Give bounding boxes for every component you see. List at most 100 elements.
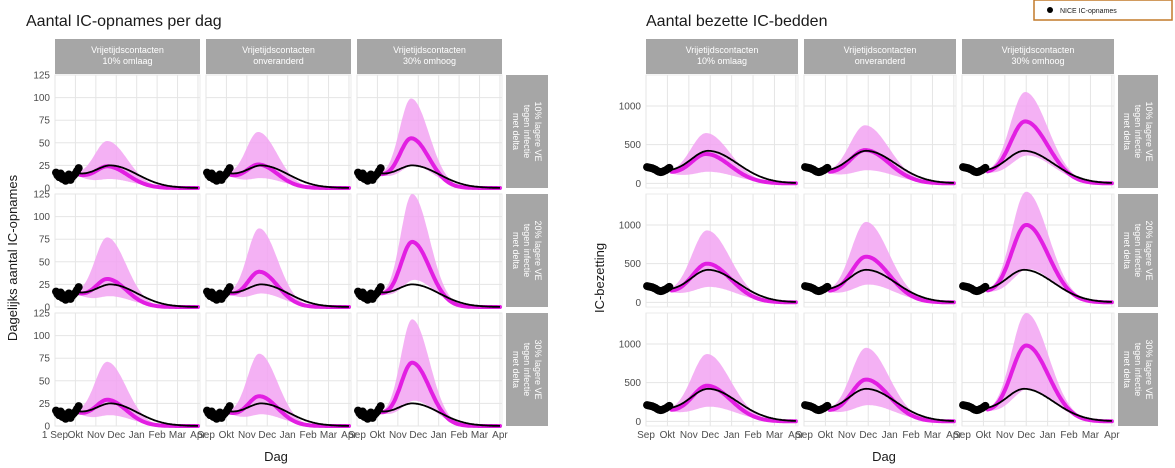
- column-strip-label: 10% omlaag: [697, 56, 747, 66]
- row-strip: [1118, 75, 1158, 188]
- reference-line: [671, 268, 796, 303]
- column-strip-label: Vrijetijdscontacten: [242, 45, 315, 55]
- reference-line: [829, 387, 954, 422]
- panel: Sep Okt Nov Dec Jan Feb Mar Apr: [637, 312, 804, 441]
- y-tick-label: 100: [33, 331, 50, 342]
- y-tick-label: 50: [39, 376, 51, 387]
- panel: Sep Okt Nov Dec Jan Feb Mar Apr: [197, 312, 357, 441]
- y-tick-label: 100: [33, 212, 50, 223]
- observed-point: [376, 402, 385, 411]
- x-tick-label: Feb: [1060, 430, 1078, 441]
- reference-line: [381, 164, 500, 189]
- row-strip-line: 20% lagere VE: [1144, 220, 1154, 280]
- legend-marker: [1047, 7, 1053, 13]
- observed-point: [981, 163, 990, 172]
- y-tick-label: 125: [33, 190, 50, 201]
- row-strip-label: 10% lagere VEtegen infectiemet delta: [1122, 101, 1154, 161]
- panel: 1 Sep Okt Nov Dec Jan Feb Mar Apr: [42, 312, 206, 441]
- legend-box: [1033, 0, 1173, 21]
- chart-title: Aantal IC-opnames per dag: [26, 13, 222, 30]
- x-tick-label: Jan: [1040, 430, 1056, 441]
- panel: [959, 74, 1115, 189]
- observed-point: [376, 164, 385, 173]
- x-tick-label: Nov: [87, 430, 105, 441]
- x-tick-label: Sep: [348, 430, 366, 441]
- row-strip-line: met delta: [511, 232, 521, 269]
- model-line: [228, 394, 351, 428]
- observed-point: [981, 282, 990, 291]
- row-strip: [1118, 194, 1158, 307]
- row-strip-line: tegen infectie: [1133, 224, 1143, 278]
- column-strip-label: 10% omlaag: [102, 56, 152, 66]
- panel: [959, 191, 1115, 308]
- reference-line: [671, 387, 796, 422]
- x-tick-label: Sep: [795, 430, 813, 441]
- x-tick-label: Mar: [169, 430, 187, 441]
- y-tick-label: 0: [635, 179, 641, 190]
- column-strip: [206, 39, 351, 74]
- panel: [52, 193, 201, 309]
- observed-point: [225, 402, 234, 411]
- y-tick-label: 50: [39, 138, 51, 149]
- x-tick-label: Apr: [492, 430, 508, 441]
- column-strip-label: 30% omhoog: [403, 56, 456, 66]
- x-tick-label: Apr: [946, 430, 962, 441]
- column-strip-label: Vrijetijdscontacten: [844, 45, 917, 55]
- y-tick-label: 25: [39, 280, 51, 291]
- observed-point: [823, 163, 832, 172]
- chart-2: Aantal bezette IC-bedden IC-bezetting Dag V…: [592, 13, 1158, 464]
- x-tick-label: Dec: [258, 430, 276, 441]
- y-tick-label: 75: [39, 116, 51, 127]
- reference-line: [79, 402, 198, 427]
- observed-point: [225, 164, 234, 173]
- x-tick-label: Okt: [68, 430, 84, 441]
- observed-point: [74, 283, 83, 292]
- panel: [203, 74, 352, 190]
- x-tick-label: Sep: [197, 430, 215, 441]
- row-strip-line: met delta: [1122, 351, 1132, 388]
- observed-point: [225, 283, 234, 292]
- y-tick-label: 75: [39, 354, 51, 365]
- reference-line: [671, 149, 796, 184]
- row-strip-label: 30% lagere VEtegen infectiemet delta: [1122, 339, 1154, 399]
- x-tick-label: Mar: [1082, 430, 1100, 441]
- row-strip-label: 20% lagere VEtegen infectiemet delta: [1122, 220, 1154, 280]
- y-tick-label: 500: [624, 378, 641, 389]
- x-tick-label: Mar: [766, 430, 784, 441]
- y-tick-label: 1000: [619, 220, 642, 231]
- x-tick-label: Okt: [660, 430, 676, 441]
- reference-line: [987, 387, 1112, 422]
- row-strip-line: 30% lagere VE: [1144, 339, 1154, 399]
- panel: [354, 193, 503, 309]
- y-axis-title: Dagelijks aantal IC-opnames: [5, 174, 20, 341]
- column-strip-label: onveranderd: [855, 56, 906, 66]
- y-tick-label: 500: [624, 140, 641, 151]
- x-tick-label: Feb: [744, 430, 762, 441]
- y-tick-label: 25: [39, 161, 51, 172]
- y-tick-label: 50: [39, 257, 51, 268]
- model-line: [379, 239, 502, 309]
- legend: NICE IC-opnames: [1033, 0, 1173, 21]
- row-strip-line: tegen infectie: [1133, 105, 1143, 159]
- panel: [801, 74, 957, 189]
- x-tick-label: Okt: [976, 430, 992, 441]
- row-strip-line: tegen infectie: [522, 343, 532, 397]
- x-tick-label: Apr: [341, 430, 357, 441]
- row-strip: [1118, 313, 1158, 426]
- y-tick-label: 0: [635, 417, 641, 428]
- model-line: [985, 223, 1114, 305]
- row-strip-line: 10% lagere VE: [533, 101, 543, 161]
- x-tick-label: Okt: [370, 430, 386, 441]
- observed-point: [665, 282, 674, 291]
- reference-line: [79, 164, 198, 189]
- x-axis-title: Dag: [264, 449, 288, 464]
- model-line: [77, 277, 200, 309]
- panel: Sep Okt Nov Dec Jan Feb Mar Apr: [795, 312, 962, 441]
- y-tick-label: 0: [44, 184, 50, 195]
- observed-point: [376, 283, 385, 292]
- row-strip: [506, 313, 548, 426]
- y-tick-label: 1000: [619, 101, 642, 112]
- x-tick-label: Okt: [818, 430, 834, 441]
- reference-line: [79, 283, 198, 308]
- x-tick-label: Okt: [219, 430, 235, 441]
